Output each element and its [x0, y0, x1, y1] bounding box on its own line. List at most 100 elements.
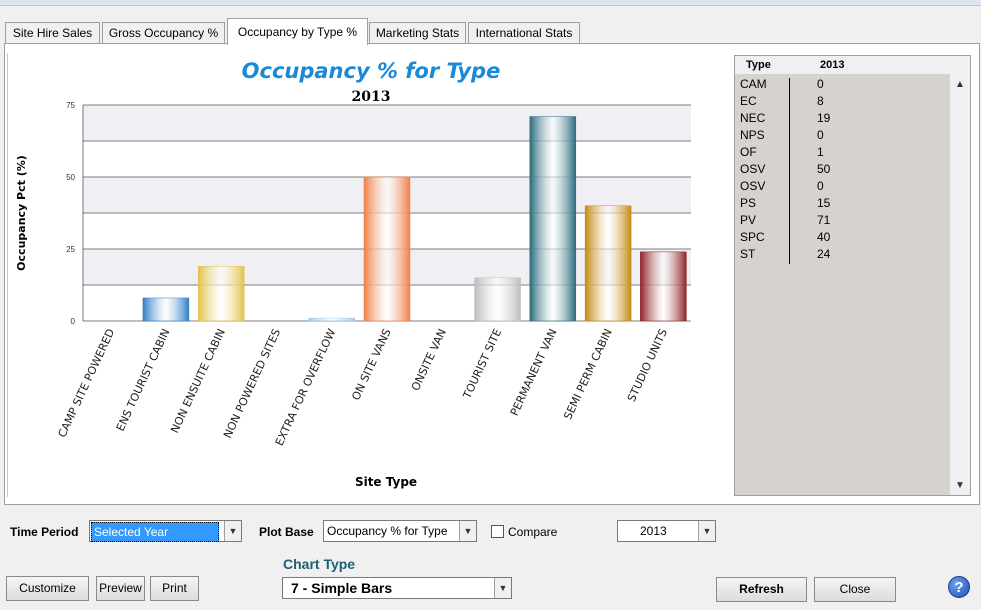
print-button[interactable]: Print: [150, 576, 199, 601]
grid-row[interactable]: EC 8: [737, 93, 947, 110]
grid-cell-type: OF: [740, 145, 757, 159]
bar: [529, 116, 577, 322]
grid-cell-type: OSV: [740, 162, 766, 176]
chart-title: Occupancy % for Type: [242, 59, 501, 83]
chart-type-select[interactable]: 7 - Simple Bars ▼: [282, 577, 512, 599]
grid-cell-value: 24: [817, 247, 831, 261]
bar: [640, 251, 687, 322]
chart-subtitle: 2013: [352, 89, 391, 105]
bar: [142, 297, 190, 322]
tab-international-stats[interactable]: International Stats: [468, 22, 580, 44]
grid-row[interactable]: PV 71: [737, 212, 947, 229]
x-tick-label: NON POWERED SITES: [221, 327, 283, 441]
tab-gross-occupancy[interactable]: Gross Occupancy %: [102, 22, 225, 44]
y-tick-label: 25: [66, 245, 75, 254]
tab-site-hire-sales[interactable]: Site Hire Sales: [5, 22, 100, 44]
grid-cell-type: NPS: [740, 128, 765, 142]
x-tick-label: ENS TOURIST CABIN: [114, 327, 173, 433]
bar: [584, 205, 632, 322]
y-tick-label: 75: [66, 101, 75, 110]
tab-marketing-stats[interactable]: Marketing Stats: [369, 22, 466, 44]
y-axis-label: Occupancy Pct (%): [15, 155, 28, 271]
bar: [474, 277, 521, 322]
grid-row[interactable]: ST 24: [737, 246, 947, 263]
grid-cell-value: 0: [817, 128, 824, 142]
preview-button[interactable]: Preview: [96, 576, 145, 601]
grid-row[interactable]: CAM 0: [737, 76, 947, 93]
plot-base-label: Plot Base: [259, 525, 314, 539]
chevron-down-icon[interactable]: ▼: [494, 578, 511, 598]
customize-button[interactable]: Customize: [6, 576, 89, 601]
y-tick-label: 0: [71, 317, 76, 326]
bar: [363, 176, 411, 322]
time-period-value: Selected Year: [91, 522, 219, 542]
time-period-select[interactable]: Selected Year ▼: [89, 520, 242, 542]
compare-checkbox[interactable]: [491, 525, 504, 538]
grid-cell-type: SPC: [740, 230, 765, 244]
y-tick-label: 50: [66, 173, 75, 182]
grid-row[interactable]: OF 1: [737, 144, 947, 161]
chevron-down-icon[interactable]: ▼: [698, 521, 715, 541]
grid-cell-type: CAM: [740, 77, 767, 91]
grid-row[interactable]: NPS 0: [737, 127, 947, 144]
chart-type-value: 7 - Simple Bars: [291, 580, 393, 596]
compare-label: Compare: [508, 525, 558, 539]
grid-row[interactable]: NEC 19: [737, 110, 947, 127]
x-tick-label: CAMP SITE POWERED: [56, 327, 118, 440]
plot-band: [83, 105, 691, 141]
time-period-label: Time Period: [10, 525, 79, 539]
chevron-up-icon[interactable]: ▲: [955, 79, 965, 90]
x-tick-label: NON ENSUITE CABIN: [168, 327, 228, 435]
chart-type-label: Chart Type: [283, 556, 356, 572]
tab-occupancy-by-type[interactable]: Occupancy by Type %: [227, 18, 368, 45]
grid-cell-type: EC: [740, 94, 757, 108]
grid-row[interactable]: OSV 0: [737, 178, 947, 195]
grid-header: Type 2013: [735, 56, 970, 74]
chevron-down-icon[interactable]: ▼: [955, 480, 965, 491]
bar-chart: 0 25 50 75 Occupancy % for Type 2013 Occupancy…: [15, 59, 691, 489]
chevron-down-icon[interactable]: ▼: [459, 521, 476, 541]
grid-cell-value: 19: [817, 111, 831, 125]
bar: [308, 317, 355, 322]
grid-cell-value: 50: [817, 162, 831, 176]
grid-body: CAM 0 EC 8 NEC 19 NPS 0 OF 1 OSV 50 OSV 0 PS 15 PV 71 SPC 4…: [737, 76, 950, 495]
grid-row[interactable]: SPC 40: [737, 229, 947, 246]
window-titlebar: [0, 0, 981, 6]
grid-cell-type: NEC: [740, 111, 766, 125]
grid-column-separator: [789, 78, 790, 264]
grid-cell-type: PS: [740, 196, 757, 210]
x-tick-label: TOURIST SITE: [460, 327, 504, 402]
close-button[interactable]: Close: [814, 577, 896, 602]
year-select[interactable]: 2013 ▼: [617, 520, 716, 542]
grid-header-year[interactable]: 2013: [820, 59, 845, 71]
grid-cell-value: 15: [817, 196, 831, 210]
grid-header-type[interactable]: Type: [746, 59, 771, 71]
plot-base-select[interactable]: Occupancy % for Type ▼: [323, 520, 477, 542]
grid-scrollbar[interactable]: ▲ ▼: [950, 74, 970, 495]
plot-base-value: Occupancy % for Type: [327, 524, 448, 538]
grid-cell-value: 40: [817, 230, 831, 244]
grid-cell-type: OSV: [740, 179, 766, 193]
grid-row[interactable]: OSV 50: [737, 161, 947, 178]
grid-cell-value: 8: [817, 94, 824, 108]
x-tick-label: ON SITE VANS: [349, 327, 393, 403]
grid-row[interactable]: PS 15: [737, 195, 947, 212]
x-axis-label: Site Type: [355, 475, 417, 489]
chart-area: 0 25 50 75 Occupancy % for Type 2013 Occupancy…: [7, 53, 729, 497]
bar: [197, 266, 245, 322]
grid-cell-value: 1: [817, 145, 824, 159]
x-tick-label: ONSITE VAN: [409, 327, 449, 393]
grid-cell-type: ST: [740, 247, 756, 261]
x-tick-label: STUDIO UNITS: [625, 327, 670, 404]
grid-cell-value: 71: [817, 213, 831, 227]
help-icon[interactable]: ?: [948, 576, 970, 598]
x-tick-label: SEMI PERM CABIN: [561, 327, 614, 422]
grid-cell-value: 0: [817, 179, 824, 193]
year-value: 2013: [640, 524, 667, 538]
data-grid: Type 2013 CAM 0 EC 8 NEC 19 NPS 0 OF 1 OSV 50 OSV 0 PS…: [734, 55, 971, 496]
chevron-down-icon[interactable]: ▼: [224, 521, 241, 541]
grid-cell-value: 0: [817, 77, 824, 91]
x-tick-label: EXTRA FOR OVERFLOW: [273, 327, 339, 448]
refresh-button[interactable]: Refresh: [716, 577, 807, 602]
grid-cell-type: PV: [740, 213, 757, 227]
